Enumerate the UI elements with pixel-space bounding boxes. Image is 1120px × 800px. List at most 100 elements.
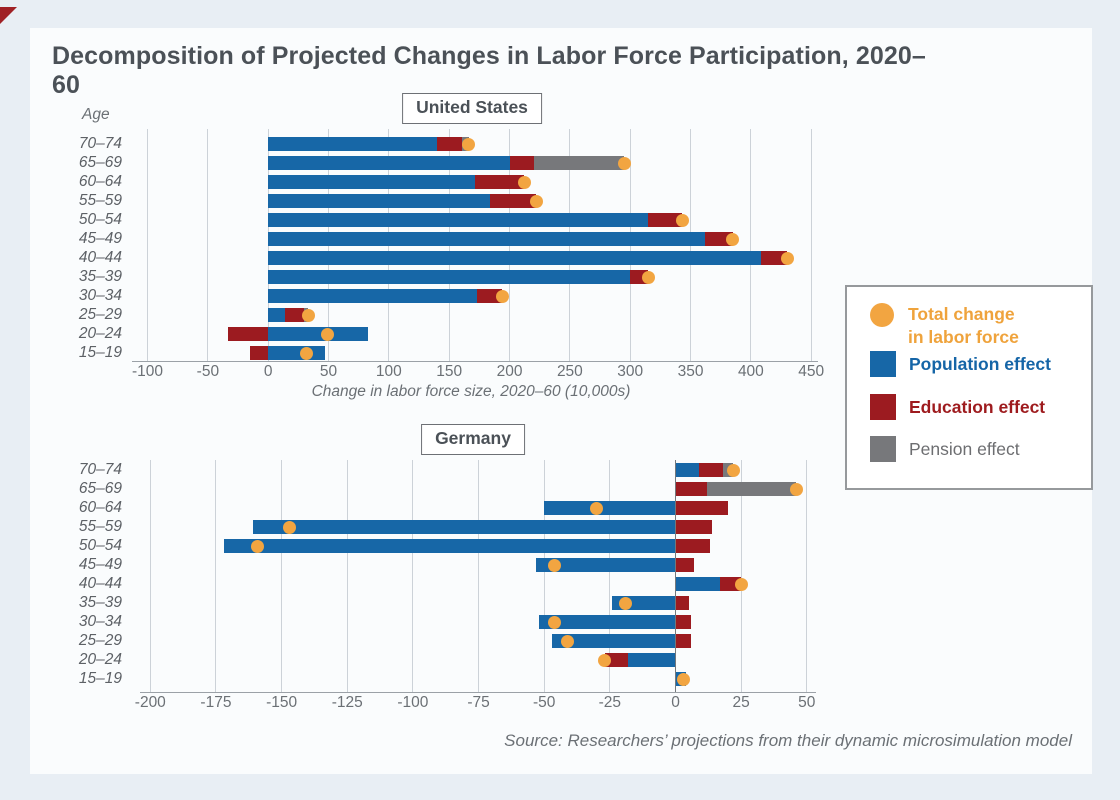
bar-segment-population <box>628 653 676 667</box>
age-label: 35–39 <box>78 268 122 285</box>
bar-segment-population <box>268 270 631 284</box>
bar-segment-education <box>675 501 729 515</box>
age-label: 45–49 <box>78 230 122 247</box>
legend-item-pension-effect: Pension effect <box>870 436 1020 462</box>
age-label: 60–64 <box>78 499 122 516</box>
x-tick-label: 0 <box>263 363 273 380</box>
panel-title-united-states: United States <box>402 93 542 124</box>
bar-segment-education <box>675 596 689 610</box>
age-label: 25–29 <box>78 306 122 323</box>
x-tick-label: -175 <box>200 694 232 711</box>
bar-segment-education <box>437 137 463 151</box>
x-tick-label: -50 <box>532 694 556 711</box>
bar-segment-education <box>228 327 269 341</box>
age-label: 15–19 <box>78 344 122 361</box>
age-label: 20–24 <box>78 651 122 668</box>
bar-segment-education <box>699 463 723 477</box>
total-change-dot <box>734 577 748 591</box>
bar-segment-population <box>544 501 676 515</box>
gridline <box>281 460 283 692</box>
total-change-dot <box>561 634 575 648</box>
bar-segment-population <box>223 539 676 553</box>
bar-segment-education <box>705 232 733 246</box>
total-change-dot <box>619 596 633 610</box>
x-tick-label: 0 <box>671 694 680 711</box>
x-tick-label: 25 <box>732 694 750 711</box>
x-tick-label: 300 <box>617 363 644 380</box>
age-label: 40–44 <box>78 249 122 266</box>
age-label: 60–64 <box>78 173 122 190</box>
bar-segment-population <box>268 232 705 246</box>
education-effect-swatch-icon <box>870 394 896 420</box>
bar-segment-population <box>536 558 676 572</box>
age-label: 15–19 <box>78 670 122 687</box>
x-tick-label: 50 <box>798 694 816 711</box>
corner-accent-triangle <box>0 7 17 24</box>
zero-gridline <box>675 460 676 692</box>
legend-item-population-effect: Population effect <box>870 351 1051 377</box>
legend-label-population-effect: Population effect <box>909 353 1051 374</box>
legend-label-total-change: Total change in labor force <box>908 304 1019 347</box>
bar-segment-population <box>552 634 676 648</box>
bar-segment-education <box>675 482 707 496</box>
bar-segment-education <box>604 653 629 667</box>
total-change-dot <box>495 289 509 303</box>
age-axis-header: Age <box>82 106 110 123</box>
age-label: 55–59 <box>78 518 122 535</box>
x-tick-label: 200 <box>496 363 523 380</box>
bar-segment-population <box>268 194 491 208</box>
total-change-dot <box>780 251 794 265</box>
gridline <box>412 460 414 692</box>
bar-segment-population <box>268 289 477 303</box>
bar-segment-population <box>268 156 510 170</box>
age-label: 50–54 <box>78 211 122 228</box>
gridline <box>346 460 348 692</box>
total-change-dot <box>251 539 265 553</box>
bar-segment-population <box>268 327 369 341</box>
x-tick-label: -25 <box>598 694 622 711</box>
panel-title-germany: Germany <box>421 424 525 455</box>
x-tick-label: -75 <box>467 694 490 711</box>
total-change-dot <box>320 327 334 341</box>
legend-item-education-effect: Education effect <box>870 394 1045 420</box>
age-label: 35–39 <box>78 594 122 611</box>
total-change-dot <box>675 213 689 227</box>
age-label: 55–59 <box>78 192 122 209</box>
total-change-dot <box>529 194 543 208</box>
total-change-dot <box>462 137 475 151</box>
age-label: 70–74 <box>78 461 122 478</box>
total-change-dot <box>301 308 315 322</box>
age-label: 45–49 <box>78 556 122 573</box>
total-change-dot <box>676 672 690 686</box>
total-change-dot <box>617 156 631 170</box>
x-tick-label: 400 <box>737 363 764 380</box>
x-tick-label: -100 <box>397 694 429 711</box>
age-label: 65–69 <box>78 154 122 171</box>
gridline <box>806 460 808 692</box>
age-label: 20–24 <box>78 325 122 342</box>
gridline <box>609 460 611 692</box>
total-change-dot <box>548 615 562 629</box>
legend-label-education-effect: Education effect <box>909 396 1046 417</box>
gridline <box>740 460 742 692</box>
x-tick-label: 50 <box>319 363 338 380</box>
age-label: 50–54 <box>78 537 122 554</box>
legend-item-total-change: Total change in labor force <box>870 303 1019 349</box>
x-tick-label: -125 <box>331 694 363 711</box>
total-change-dot <box>598 653 612 667</box>
source-note: Source: Researchers’ projections from th… <box>504 731 1072 750</box>
total-change-dot <box>789 482 803 496</box>
x-axis-line <box>140 692 816 693</box>
bar-segment-education <box>285 308 305 322</box>
x-tick-label: -200 <box>134 694 166 711</box>
bar-segment-population <box>675 577 721 591</box>
total-change-dot <box>590 501 604 515</box>
figure-title: Decomposition of Projected Changes in La… <box>52 42 926 99</box>
age-label: 30–34 <box>78 613 122 630</box>
gridline <box>207 129 209 361</box>
bar-segment-population <box>268 251 761 265</box>
bar-segment-pension <box>533 156 625 170</box>
bar-segment-education <box>675 558 694 572</box>
